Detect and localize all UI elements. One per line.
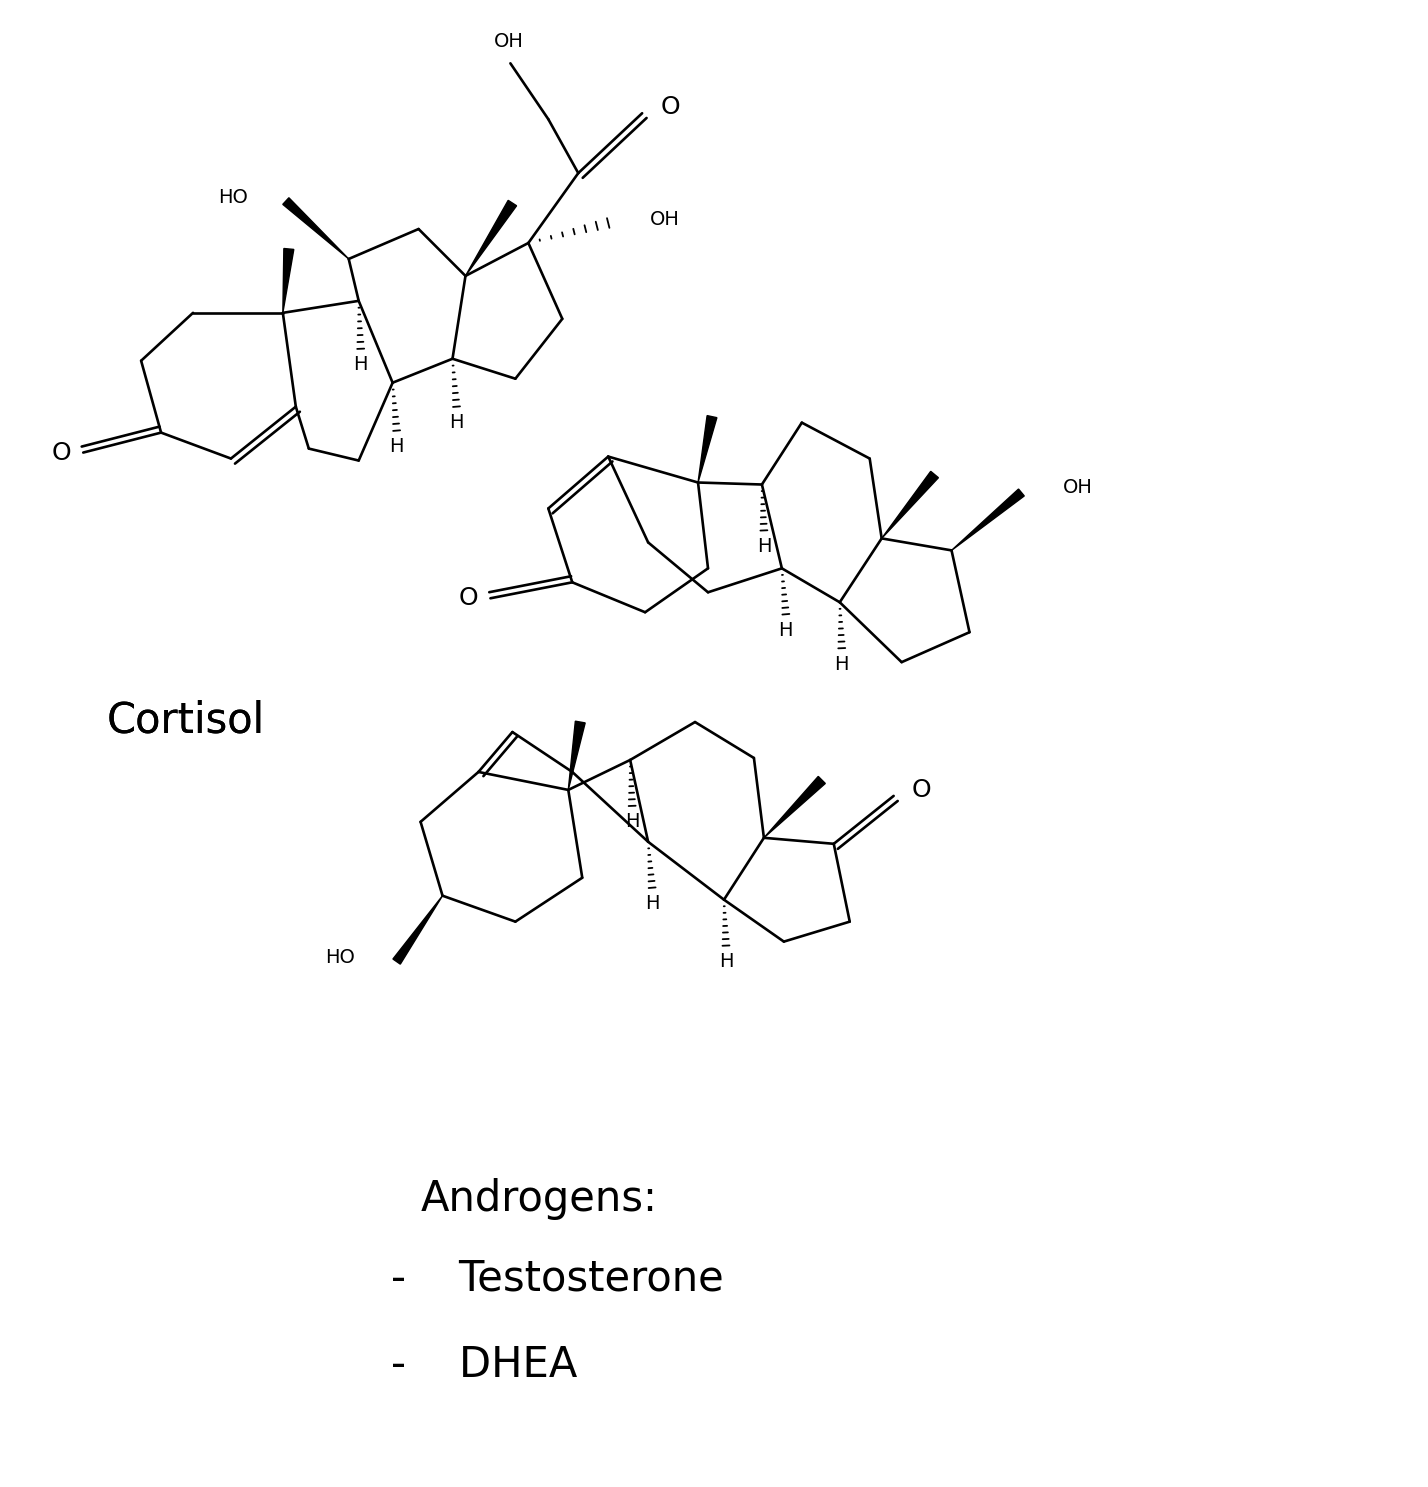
Text: Cortisol: Cortisol	[106, 699, 264, 741]
Text: HO: HO	[218, 187, 248, 207]
Polygon shape	[283, 248, 294, 312]
Text: OH: OH	[650, 210, 680, 229]
Polygon shape	[466, 201, 517, 277]
Text: O: O	[912, 778, 931, 801]
Polygon shape	[568, 721, 585, 790]
Polygon shape	[698, 415, 717, 482]
Text: O: O	[660, 95, 680, 119]
Text: H: H	[390, 437, 404, 457]
Polygon shape	[283, 198, 348, 259]
Text: H: H	[354, 355, 368, 375]
Text: H: H	[778, 620, 793, 639]
Text: H: H	[834, 654, 850, 674]
Polygon shape	[881, 471, 938, 538]
Polygon shape	[764, 776, 825, 837]
Text: H: H	[625, 812, 640, 831]
Text: H: H	[757, 537, 771, 556]
Text: OH: OH	[1064, 477, 1094, 497]
Text: H: H	[718, 952, 733, 971]
Text: Androgens:: Androgens:	[421, 1178, 657, 1221]
Text: -    DHEA: - DHEA	[391, 1344, 577, 1386]
Polygon shape	[951, 489, 1024, 550]
Text: O: O	[51, 440, 71, 464]
Text: Cortisol: Cortisol	[106, 699, 264, 741]
Text: H: H	[450, 413, 464, 433]
Polygon shape	[393, 895, 443, 964]
Text: H: H	[645, 894, 660, 913]
Text: OH: OH	[494, 31, 523, 51]
Text: -    Testosterone: - Testosterone	[391, 1258, 724, 1300]
Text: HO: HO	[324, 949, 354, 967]
Text: O: O	[458, 586, 478, 610]
